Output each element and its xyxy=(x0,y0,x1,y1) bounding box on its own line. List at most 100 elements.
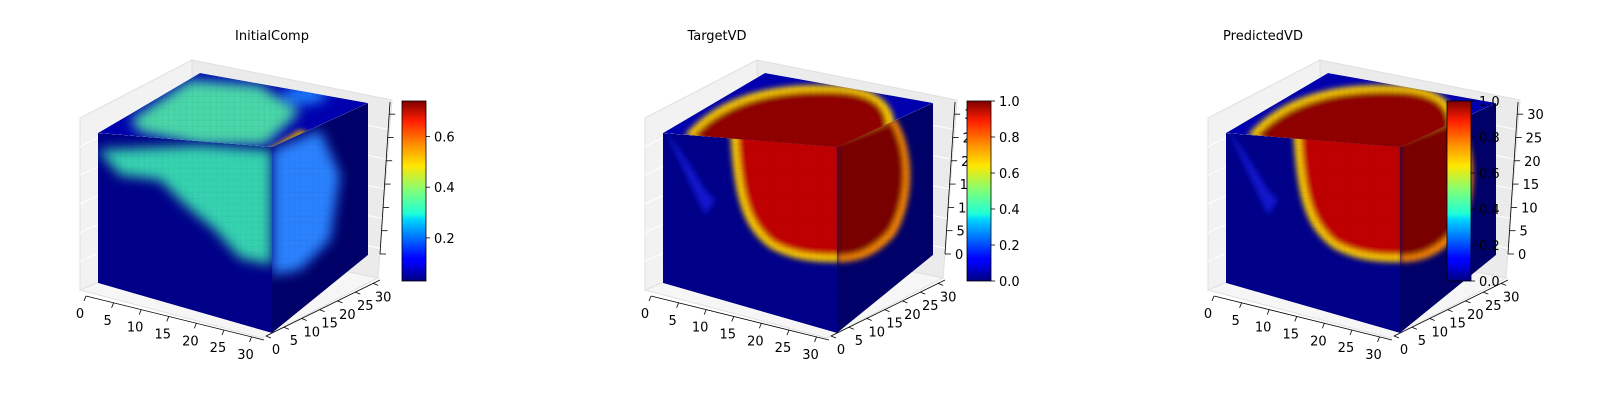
z-tick-label: 25 xyxy=(1526,131,1543,146)
x-tick xyxy=(1377,336,1380,343)
x-tick-label: 25 xyxy=(775,341,792,356)
colorbar-tick-label: 0.6 xyxy=(1479,167,1500,182)
y-tick-label: 15 xyxy=(321,317,338,332)
y-tick xyxy=(355,291,361,295)
y-tick xyxy=(1411,326,1418,330)
colorbar-tick-label: 1.0 xyxy=(999,95,1020,110)
colorbar-tick-label: 0.0 xyxy=(999,275,1020,290)
y-tick xyxy=(1501,282,1507,286)
x-tick-label: 15 xyxy=(1282,327,1299,342)
x-tick-label: 25 xyxy=(210,341,227,356)
colorbar-tick-label: 0.4 xyxy=(434,181,455,196)
x-tick xyxy=(221,329,225,336)
x-tick xyxy=(249,336,252,343)
y-tick-label: 10 xyxy=(868,325,885,340)
y-tick-label: 0 xyxy=(272,343,280,358)
x-tick xyxy=(111,302,114,308)
y-tick-label: 30 xyxy=(375,290,392,305)
chart-panel-targetvd: TargetVD05101520253005101520253005101520… xyxy=(641,29,1020,363)
x-tick xyxy=(1321,323,1325,329)
x-tick xyxy=(83,295,87,302)
y-tick xyxy=(866,318,872,321)
cube-side-face xyxy=(272,103,368,333)
y-tick-label: 25 xyxy=(922,299,939,314)
chart-title: PredictedVD xyxy=(1223,29,1303,44)
y-tick xyxy=(319,309,325,313)
colorbar-tick-label: 0.6 xyxy=(434,130,455,145)
x-tick-label: 20 xyxy=(182,334,199,349)
y-tick xyxy=(337,300,343,304)
y-tick xyxy=(884,309,890,313)
colorbar xyxy=(401,100,427,282)
y-axis-line xyxy=(830,279,946,337)
x-tick xyxy=(703,309,707,315)
y-tick-label: 10 xyxy=(1431,325,1448,340)
y-tick xyxy=(830,335,837,339)
x-tick-label: 10 xyxy=(127,321,144,336)
x-tick xyxy=(1266,309,1270,315)
chart-title: InitialComp xyxy=(235,29,309,44)
colorbar xyxy=(966,100,992,282)
y-tick xyxy=(265,335,272,339)
y-tick-label: 20 xyxy=(904,308,921,323)
chart-title: TargetVD xyxy=(686,29,746,44)
z-tick-label: 15 xyxy=(1523,178,1540,193)
z-axis-line xyxy=(1507,101,1519,255)
x-tick xyxy=(731,316,735,322)
x-tick-label: 0 xyxy=(641,307,649,322)
x-tick-label: 20 xyxy=(1310,334,1327,349)
x-tick-label: 10 xyxy=(692,321,709,336)
y-tick-label: 0 xyxy=(1400,343,1408,358)
y-tick-label: 5 xyxy=(855,334,863,349)
y-tick xyxy=(902,300,908,304)
cube-front-face xyxy=(98,133,272,333)
z-tick-label: 30 xyxy=(1527,108,1544,123)
z-tick-label: 0 xyxy=(955,248,963,263)
y-tick xyxy=(1429,318,1435,321)
y-tick-label: 30 xyxy=(1503,290,1520,305)
x-tick xyxy=(1211,295,1215,302)
x-tick xyxy=(648,295,652,302)
y-tick-label: 25 xyxy=(1485,299,1502,314)
cube-front-face xyxy=(1226,133,1400,333)
y-tick xyxy=(373,282,379,286)
x-axis-line xyxy=(1213,295,1393,341)
colorbar-tick-label: 0.8 xyxy=(999,131,1020,146)
colorbar-tick-label: 0.2 xyxy=(434,232,455,247)
y-tick-label: 10 xyxy=(303,325,320,340)
x-tick-label: 0 xyxy=(1204,307,1212,322)
cube-side-face xyxy=(837,103,933,333)
z-axis-line xyxy=(379,101,391,255)
z-tick-label: 5 xyxy=(1520,225,1528,240)
colorbar-tick-label: 0.8 xyxy=(1479,131,1500,146)
x-tick xyxy=(138,309,142,315)
x-tick-label: 5 xyxy=(1231,314,1239,329)
y-tick xyxy=(938,282,944,286)
x-tick-label: 15 xyxy=(154,327,171,342)
x-tick xyxy=(193,323,197,329)
x-axis-line xyxy=(85,295,265,341)
y-tick xyxy=(1465,300,1471,304)
x-tick-label: 30 xyxy=(237,348,254,363)
colorbar-tick-label: 0.6 xyxy=(999,167,1020,182)
colorbar-tick-label: 0.2 xyxy=(999,239,1020,254)
y-tick xyxy=(848,326,855,330)
x-tick-label: 25 xyxy=(1338,341,1355,356)
x-tick xyxy=(1239,302,1242,308)
colorbar xyxy=(1446,100,1472,282)
x-tick-label: 10 xyxy=(1255,321,1272,336)
x-tick xyxy=(1294,316,1298,322)
z-tick-label: 5 xyxy=(957,225,965,240)
x-tick xyxy=(1349,329,1353,336)
y-tick xyxy=(1483,291,1489,295)
colorbar-tick-label: 1.0 xyxy=(1479,95,1500,110)
cube-front-face xyxy=(663,133,837,333)
y-tick-label: 20 xyxy=(1467,308,1484,323)
y-tick xyxy=(283,326,290,330)
x-tick xyxy=(814,336,817,343)
z-tick-label: 10 xyxy=(1521,201,1538,216)
